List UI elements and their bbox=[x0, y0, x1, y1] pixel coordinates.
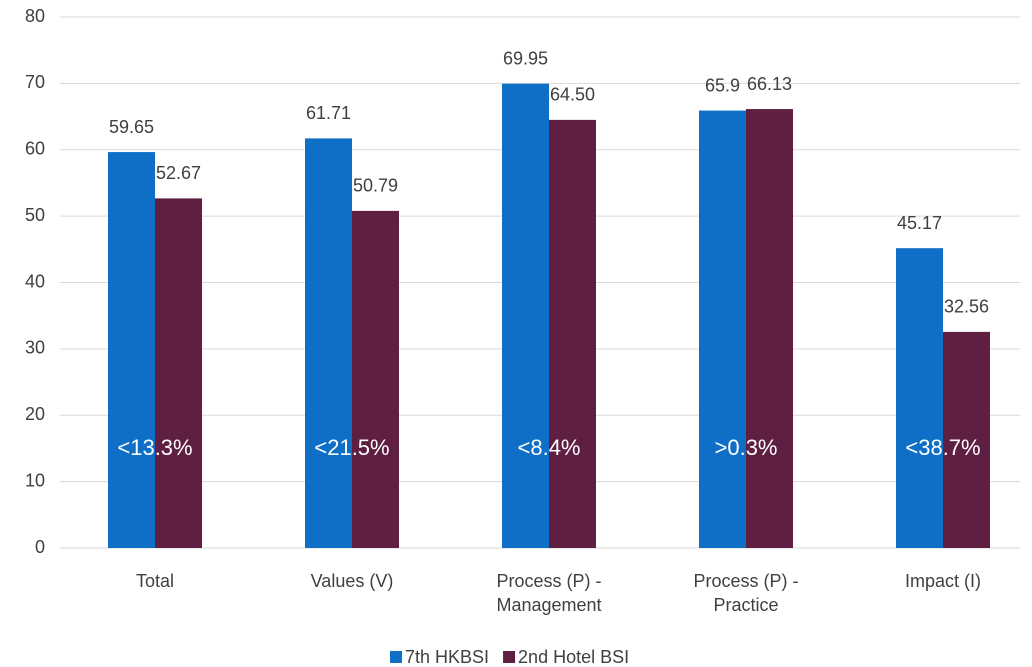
data-label: 61.71 bbox=[306, 103, 351, 123]
x-tick-label: Impact (I) bbox=[905, 571, 981, 591]
y-tick-label: 30 bbox=[25, 338, 45, 358]
bar bbox=[699, 110, 746, 549]
y-tick-label: 10 bbox=[25, 470, 45, 490]
x-tick-label: Values (V) bbox=[311, 571, 394, 591]
y-tick-label: 80 bbox=[25, 6, 45, 26]
annotation: <21.5% bbox=[314, 435, 389, 460]
bar bbox=[108, 152, 155, 548]
data-label: 59.65 bbox=[109, 117, 154, 137]
bar bbox=[502, 83, 549, 548]
data-label: 32.56 bbox=[944, 297, 989, 317]
x-tick-label: Total bbox=[136, 571, 174, 591]
data-label: 50.79 bbox=[353, 176, 398, 196]
y-tick-label: 50 bbox=[25, 205, 45, 225]
y-tick-label: 60 bbox=[25, 139, 45, 159]
legend-swatch bbox=[390, 651, 402, 663]
data-label: 52.67 bbox=[156, 163, 201, 183]
annotation: >0.3% bbox=[715, 435, 778, 460]
y-tick-label: 0 bbox=[35, 537, 45, 557]
data-label: 69.95 bbox=[503, 48, 548, 68]
bar bbox=[943, 331, 990, 548]
legend-swatch bbox=[503, 651, 516, 663]
bar bbox=[305, 138, 352, 548]
bar bbox=[549, 119, 596, 548]
y-tick-label: 70 bbox=[25, 72, 45, 92]
annotation: <8.4% bbox=[518, 435, 581, 460]
x-tick-label: Process (P) -Practice bbox=[693, 571, 798, 615]
data-label: 65.9 bbox=[705, 75, 740, 95]
y-tick-label: 20 bbox=[25, 404, 45, 424]
bar bbox=[352, 210, 399, 548]
legend-label: 7th HKBSI bbox=[405, 647, 489, 667]
data-label: 64.50 bbox=[550, 85, 595, 105]
annotation: <38.7% bbox=[905, 435, 980, 460]
y-tick-label: 40 bbox=[25, 271, 45, 291]
x-tick-label: Process (P) -Management bbox=[496, 571, 601, 615]
bar bbox=[746, 109, 793, 548]
bar bbox=[896, 248, 943, 548]
data-label: 45.17 bbox=[897, 213, 942, 233]
bar bbox=[155, 198, 202, 548]
data-label: 66.13 bbox=[747, 74, 792, 94]
annotation: <13.3% bbox=[117, 435, 192, 460]
legend-label: 2nd Hotel BSI bbox=[518, 647, 629, 667]
